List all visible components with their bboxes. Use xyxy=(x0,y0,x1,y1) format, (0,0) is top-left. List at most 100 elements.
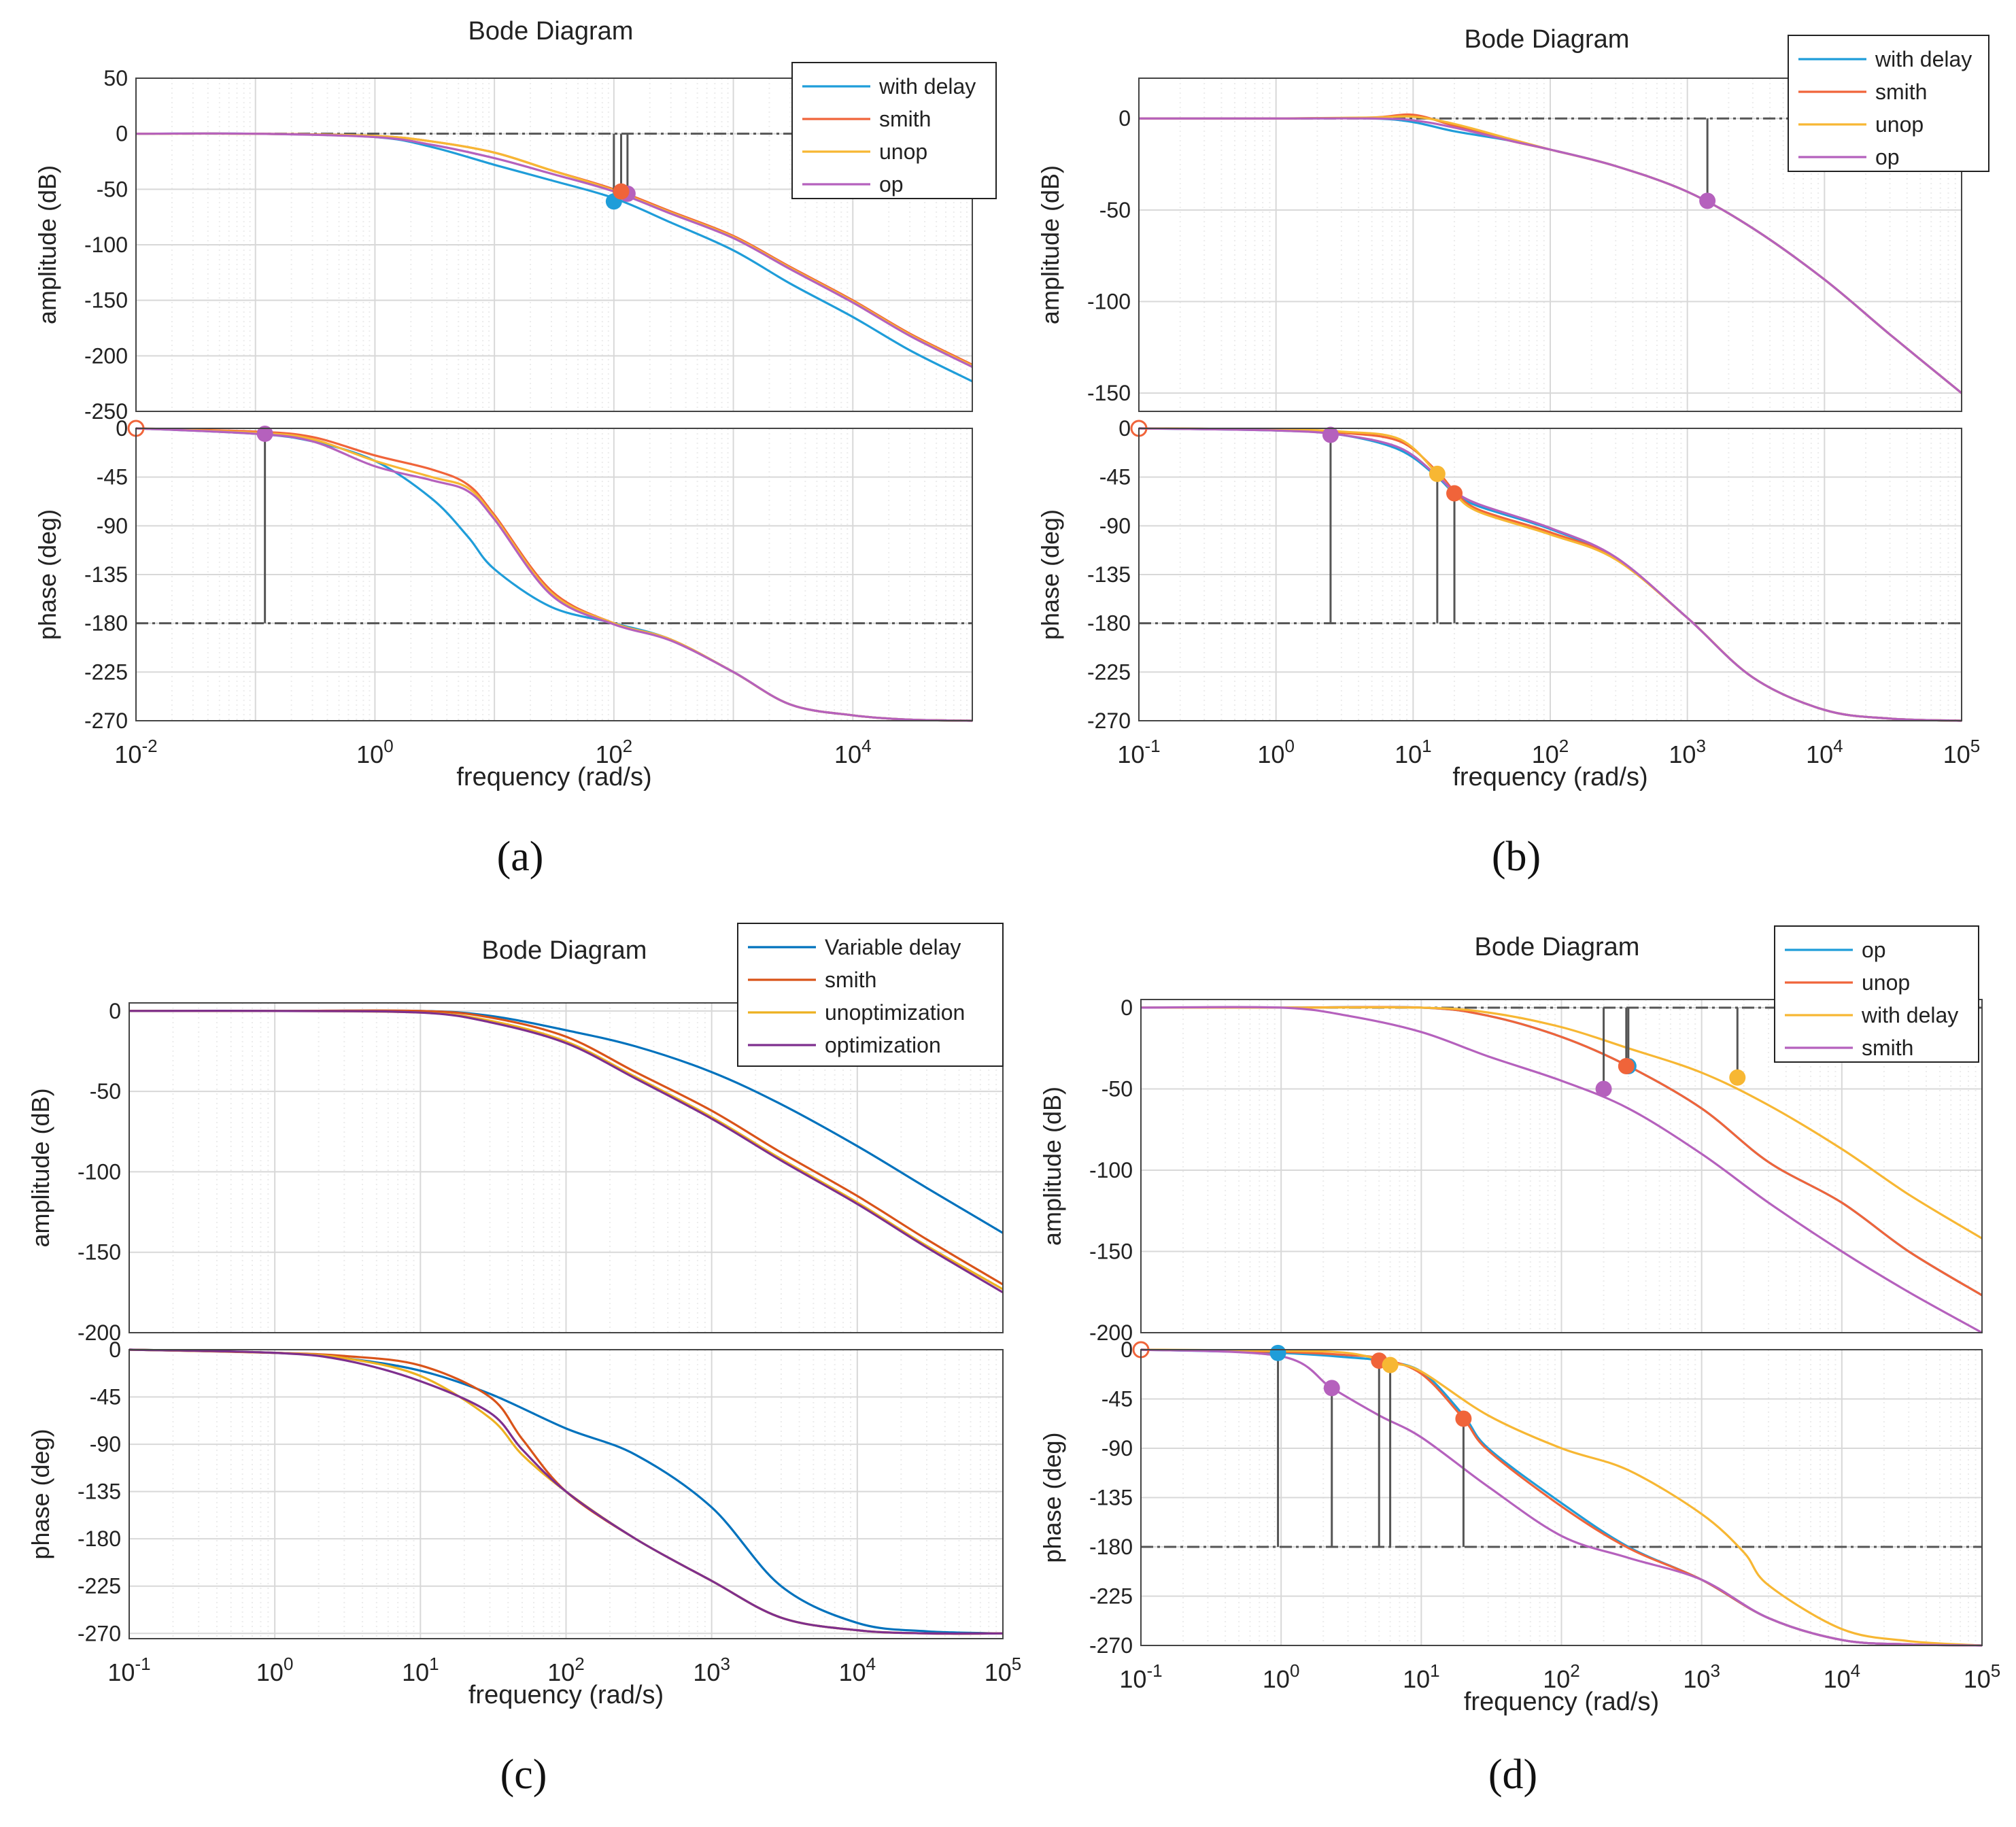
y-tick-label: -150 xyxy=(1089,1239,1133,1263)
legend: Variable delay smith unoptimization optimiz… xyxy=(737,923,1004,1067)
y-tick-label: -100 xyxy=(1087,289,1131,313)
series-line-op xyxy=(1138,117,1963,394)
legend-entry: unop xyxy=(1862,970,1910,995)
margin-marker xyxy=(1595,1080,1612,1097)
y-tick-label: -225 xyxy=(78,1574,121,1599)
y-tick-label: -90 xyxy=(1099,513,1131,538)
x-tick-label: 102 xyxy=(1532,736,1569,768)
legend-entry: optimization xyxy=(825,1033,941,1057)
y-tick-label: -270 xyxy=(78,1621,121,1645)
y-tick-label: -150 xyxy=(1087,381,1131,405)
y-tick-label: -100 xyxy=(1089,1158,1133,1182)
phase-y-axis-label: phase (deg) xyxy=(27,1429,54,1559)
y-tick-label: -225 xyxy=(1087,660,1131,684)
phase-plot-d: 0 -45 -90 -135 -180 -225 -270 phase (deg) xyxy=(1038,1337,1983,1658)
amplitude-axes-box xyxy=(1138,78,1962,412)
y-tick-label: -180 xyxy=(84,611,128,636)
amplitude-axes-box xyxy=(135,78,973,412)
y-tick-label: -90 xyxy=(97,513,128,538)
legend-entry: smith xyxy=(1862,1036,1913,1060)
x-tick-label: 101 xyxy=(402,1654,439,1686)
x-tick-label: 105 xyxy=(1943,736,1981,768)
panel-a: 50 0 -50 -100 -150 -200 -250 amplitude (dB) 0 -45… xyxy=(33,17,997,880)
panel-caption: (a) xyxy=(497,834,544,880)
y-tick-label: 0 xyxy=(1118,106,1131,131)
y-tick-label: -50 xyxy=(1099,198,1131,222)
x-tick-label: 101 xyxy=(1403,1660,1440,1693)
phase-axes-box xyxy=(1140,1349,1983,1646)
x-tick-label: 102 xyxy=(547,1654,585,1686)
x-tick-label: 102 xyxy=(596,736,633,768)
y-tick-label: -200 xyxy=(78,1320,121,1345)
chart-title: Bode Diagram xyxy=(1475,933,1640,961)
x-tick-label: 104 xyxy=(834,736,872,768)
y-tick-label: -45 xyxy=(90,1385,121,1410)
x-axis-label: frequency (rad/s) xyxy=(1464,1688,1659,1716)
x-tick-label: 100 xyxy=(256,1654,294,1686)
legend-entry: op xyxy=(879,172,904,197)
panel-caption: (c) xyxy=(500,1752,547,1798)
y-tick-label: -50 xyxy=(1101,1076,1133,1101)
margin-marker xyxy=(1455,1410,1472,1427)
margin-marker xyxy=(256,425,273,442)
x-tick-label: 10-1 xyxy=(107,1654,150,1686)
legend: with delay smith unop op xyxy=(791,62,997,199)
panel-d: 0 -50 -100 -150 -200 amplitude (dB) 0 -45 -90 -13… xyxy=(1038,925,2001,1798)
y-tick-label: -150 xyxy=(78,1240,121,1265)
x-tick-label: 103 xyxy=(1683,1660,1720,1693)
y-tick-label: -270 xyxy=(84,708,128,733)
panel-caption: (b) xyxy=(1492,834,1541,880)
phase-axes-box xyxy=(129,1349,1004,1639)
y-tick-label: -90 xyxy=(90,1432,121,1456)
x-tick-label: 101 xyxy=(1395,736,1432,768)
amplitude-y-axis-label: amplitude (dB) xyxy=(1036,165,1064,324)
x-tick-label: 104 xyxy=(839,1654,876,1686)
amplitude-y-axis-label: amplitude (dB) xyxy=(27,1088,54,1247)
phase-plot-a: 0 -45 -90 -135 -180 -225 -270 phase (deg) xyxy=(33,416,973,733)
y-tick-label: -180 xyxy=(1087,611,1131,636)
phase-y-axis-label: phase (deg) xyxy=(1036,509,1064,640)
legend-entry: op xyxy=(1875,145,1900,169)
x-tick-label: 10-1 xyxy=(1119,1660,1162,1693)
phase-plot-b: 0 -45 -90 -135 -180 -225 -270 phase (deg) xyxy=(1036,416,1962,733)
phase-axes-box xyxy=(135,428,973,721)
margin-marker xyxy=(1269,1344,1286,1361)
y-tick-label: 0 xyxy=(109,1337,121,1362)
phase-axes-box xyxy=(1138,428,1962,721)
y-tick-label: -150 xyxy=(84,288,128,313)
legend-entry: with delay xyxy=(878,74,976,99)
x-axis-label: frequency (rad/s) xyxy=(468,1681,664,1709)
x-tick-label: 100 xyxy=(1257,736,1295,768)
phase-y-axis-label: phase (deg) xyxy=(1038,1432,1066,1563)
x-tick-label: 105 xyxy=(985,1654,1022,1686)
y-tick-label: -45 xyxy=(1101,1387,1133,1412)
panel-c: 0 -50 -100 -150 -200 amplitude (dB) 0 -45 -90 -13… xyxy=(27,923,1021,1798)
margin-marker xyxy=(1382,1356,1399,1373)
panel-caption: (d) xyxy=(1488,1752,1537,1798)
margin-marker xyxy=(1699,192,1716,209)
y-tick-label: -250 xyxy=(84,399,128,424)
y-tick-label: 0 xyxy=(1121,995,1133,1020)
legend-entry: smith xyxy=(1875,80,1927,104)
y-tick-label: -50 xyxy=(90,1079,121,1104)
series-line-op xyxy=(135,427,973,722)
margin-marker xyxy=(613,183,630,200)
x-tick-label: 105 xyxy=(1964,1660,2001,1693)
x-tick-label: 102 xyxy=(1543,1660,1580,1693)
y-tick-label: -50 xyxy=(97,177,128,201)
legend-entry: smith xyxy=(825,968,876,992)
y-tick-label: -270 xyxy=(1089,1633,1133,1658)
series-line-optimization xyxy=(129,1010,1004,1294)
panel-b: 0 -50 -100 -150 amplitude (dB) 0 -45 -90 -135 -18… xyxy=(1036,25,1989,880)
y-tick-label: -180 xyxy=(78,1526,121,1551)
legend-entry: unoptimization xyxy=(825,1000,965,1025)
y-tick-label: 0 xyxy=(116,122,128,146)
amplitude-y-axis-label: amplitude (dB) xyxy=(33,165,61,324)
legend-box xyxy=(1788,35,1989,172)
x-tick-label: 10-2 xyxy=(114,736,157,768)
chart-title: Bode Diagram xyxy=(1465,25,1630,54)
x-tick-label: 100 xyxy=(1263,1660,1300,1693)
amplitude-axes-box xyxy=(1140,999,1983,1333)
margin-marker xyxy=(1429,465,1446,482)
